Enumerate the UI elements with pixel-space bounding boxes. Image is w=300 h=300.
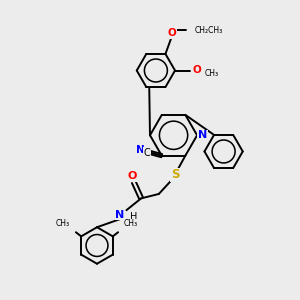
Text: O: O — [193, 65, 201, 76]
Text: CH₂CH₃: CH₂CH₃ — [195, 26, 223, 35]
Text: N: N — [136, 145, 145, 155]
Text: C: C — [144, 148, 150, 158]
Text: N: N — [198, 130, 207, 140]
Text: CH₃: CH₃ — [56, 219, 70, 228]
Text: O: O — [128, 171, 137, 181]
Text: CH₃: CH₃ — [205, 69, 219, 78]
Text: O: O — [168, 28, 177, 38]
Text: CH₃: CH₃ — [124, 219, 138, 228]
Text: N: N — [115, 210, 124, 220]
Text: H: H — [130, 212, 138, 222]
Text: S: S — [171, 168, 179, 181]
